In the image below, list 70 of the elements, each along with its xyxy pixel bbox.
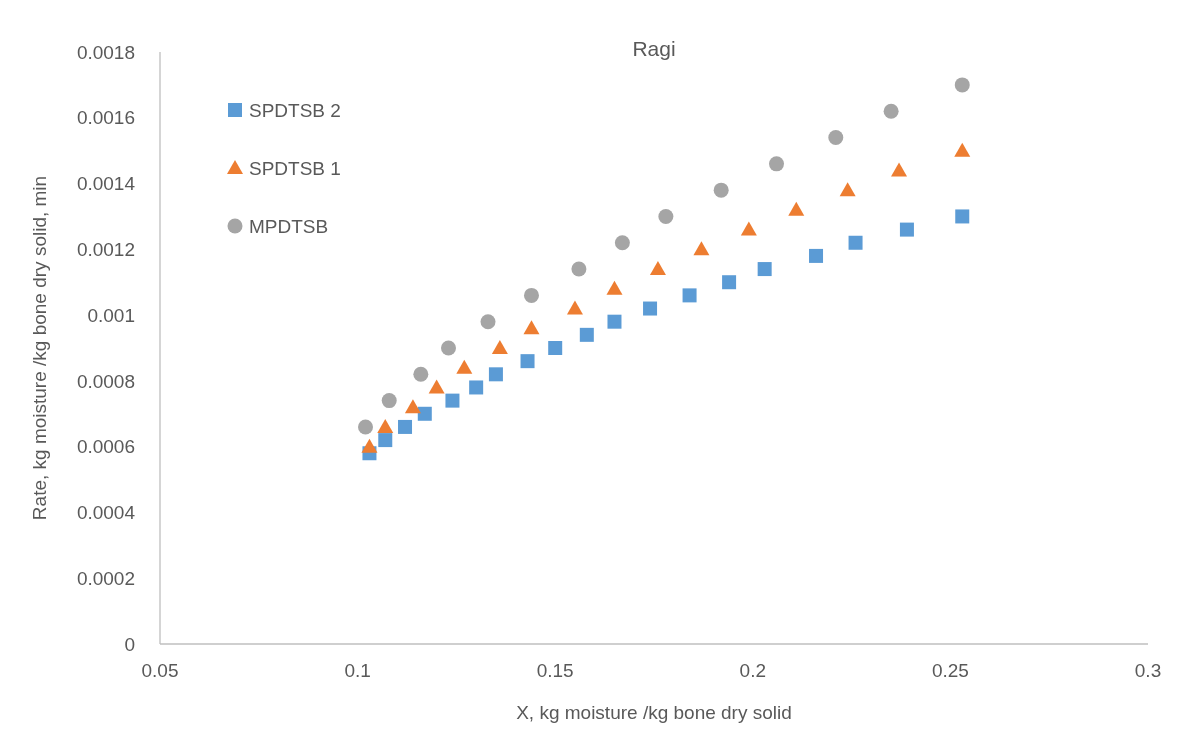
point bbox=[649, 261, 666, 276]
point bbox=[954, 77, 970, 93]
point bbox=[441, 340, 456, 356]
y-axis-title: Rate, kg moisture /kg bone dry solid, min bbox=[29, 175, 50, 521]
point bbox=[417, 406, 432, 421]
point bbox=[579, 327, 594, 342]
point bbox=[413, 366, 429, 382]
point bbox=[740, 221, 757, 236]
point bbox=[491, 340, 508, 354]
point bbox=[520, 354, 535, 369]
point bbox=[954, 142, 971, 157]
point bbox=[658, 208, 674, 224]
y-tick-label: 0.0002 bbox=[76, 567, 135, 589]
point bbox=[643, 301, 658, 316]
point bbox=[566, 300, 583, 315]
point bbox=[828, 130, 844, 146]
point bbox=[428, 379, 445, 394]
x-axis-title: X, kg moisture /kg bone dry solid bbox=[516, 702, 792, 723]
point bbox=[722, 275, 737, 290]
x-tick-label: 0.1 bbox=[344, 660, 371, 681]
y-tick-label: 0.0012 bbox=[76, 238, 135, 260]
point bbox=[607, 314, 622, 329]
x-tick-label: 0.05 bbox=[141, 660, 179, 681]
point bbox=[693, 241, 710, 256]
point bbox=[606, 280, 623, 295]
point bbox=[848, 235, 863, 250]
x-tick-label: 0.3 bbox=[1134, 660, 1162, 681]
point bbox=[769, 156, 785, 172]
point bbox=[713, 182, 729, 198]
point bbox=[488, 367, 503, 382]
point bbox=[445, 393, 460, 408]
point bbox=[614, 235, 630, 251]
point bbox=[571, 261, 587, 277]
point bbox=[809, 248, 824, 263]
point bbox=[523, 320, 540, 335]
point bbox=[548, 341, 563, 355]
point bbox=[891, 162, 908, 177]
point bbox=[955, 209, 970, 224]
point bbox=[398, 419, 413, 434]
y-tick-label: 0.0014 bbox=[76, 173, 136, 195]
point bbox=[682, 288, 697, 303]
point bbox=[456, 359, 473, 374]
point bbox=[480, 314, 496, 330]
y-tick-label: 0.0016 bbox=[76, 107, 135, 129]
y-tick-label: 0.0018 bbox=[76, 41, 135, 63]
x-tick-label: 0.2 bbox=[739, 660, 767, 681]
legend-label: SPDTSB 1 bbox=[249, 157, 341, 179]
point bbox=[469, 380, 484, 395]
point bbox=[883, 103, 899, 119]
point bbox=[839, 182, 856, 197]
y-tick-label: 0.001 bbox=[87, 304, 135, 326]
point bbox=[378, 433, 393, 448]
point bbox=[381, 393, 397, 409]
point bbox=[404, 399, 421, 414]
x-tick-label: 0.15 bbox=[536, 660, 574, 681]
y-tick-label: 0.0008 bbox=[76, 370, 135, 392]
point bbox=[523, 287, 539, 303]
chart-title: Ragi bbox=[632, 37, 676, 60]
point bbox=[377, 418, 394, 433]
legend-label: SPDTSB 2 bbox=[249, 99, 341, 121]
y-tick-label: 0 bbox=[124, 633, 135, 655]
point bbox=[757, 262, 772, 277]
point bbox=[361, 438, 378, 453]
point bbox=[788, 201, 805, 216]
point bbox=[358, 419, 373, 435]
y-tick-label: 0.0004 bbox=[76, 502, 136, 524]
point bbox=[899, 222, 914, 237]
y-tick-label: 0.0006 bbox=[76, 436, 135, 458]
x-tick-label: 0.25 bbox=[931, 660, 969, 681]
legend-label: MPDTSB bbox=[249, 215, 329, 237]
